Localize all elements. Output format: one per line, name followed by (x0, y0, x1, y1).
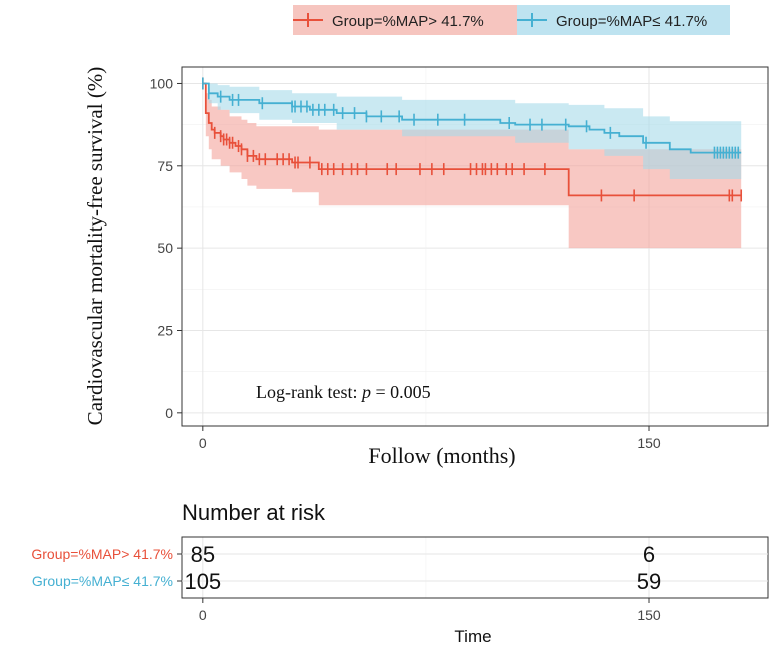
risk-table-x-label: Time (454, 627, 491, 646)
risk-table-x-ticks: 0 150 (199, 598, 661, 623)
logrank-prefix: Log-rank test: (256, 382, 362, 402)
x-axis-ticks: 0 150 (199, 426, 661, 451)
legend-label-1: Group=%MAP≤ 41.7% (556, 13, 707, 30)
logrank-value: = 0.005 (371, 382, 431, 402)
x-tick-label: 150 (637, 435, 661, 451)
confidence-bands (202, 83, 742, 249)
risk-row-label-0: Group=%MAP> 41.7% (31, 546, 173, 562)
x-axis-label: Follow (months) (368, 443, 515, 468)
logrank-annotation: Log-rank test: p = 0.005 (256, 382, 431, 402)
legend-swatch-bg-1 (517, 5, 730, 35)
risk-table-grid (202, 537, 650, 598)
risk-table-content: Group=%MAP> 41.7% 85 6 Group=%MAP≤ 41.7% 105… (31, 542, 768, 594)
y-tick-label: 0 (165, 405, 173, 421)
risk-count: 105 (184, 569, 221, 594)
risk-table-border (181, 536, 769, 599)
y-tick-label: 100 (150, 75, 174, 91)
logrank-p: p (360, 382, 371, 402)
risk-count: 6 (643, 542, 655, 567)
risk-count: 59 (637, 569, 661, 594)
y-axis-ticks: 0 25 50 75 100 (150, 75, 182, 421)
risk-x-tick-label: 150 (637, 607, 661, 623)
risk-table-title: Number at risk (182, 500, 326, 525)
y-tick-label: 25 (157, 322, 173, 338)
confidence-band-1 (202, 83, 742, 183)
survival-line-1 (202, 82, 742, 154)
y-axis-label: Cardiovascular mortality-free survival (… (83, 67, 107, 426)
confidence-band-0 (202, 83, 742, 249)
y-tick-label: 75 (157, 158, 173, 174)
risk-x-tick-label: 0 (199, 607, 207, 623)
legend-label-0: Group=%MAP> 41.7% (332, 13, 484, 30)
legend: Group=%MAP> 41.7% Group=%MAP≤ 41.7% (293, 5, 730, 35)
x-tick-label: 0 (199, 435, 207, 451)
plot-panel-border (181, 66, 769, 427)
legend-swatch-bg-0 (293, 5, 521, 35)
risk-count: 85 (191, 542, 215, 567)
risk-row-label-1: Group=%MAP≤ 41.7% (32, 573, 173, 589)
censor-marks (202, 77, 743, 202)
y-tick-label: 50 (157, 240, 173, 256)
